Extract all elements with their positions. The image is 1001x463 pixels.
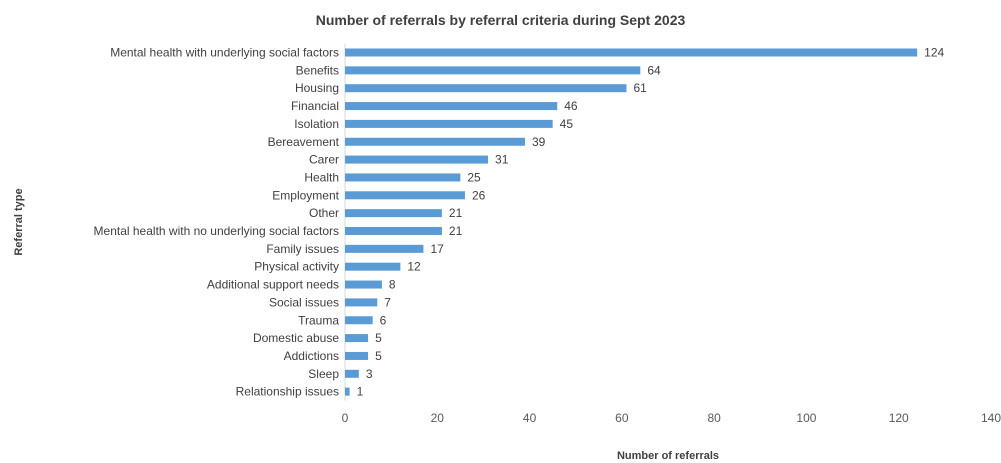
- chart-title: Number of referrals by referral criteria…: [315, 12, 686, 28]
- data-label: 25: [467, 170, 481, 184]
- category-label: Mental health with no underlying social …: [94, 224, 339, 238]
- bar: [345, 244, 424, 253]
- category-label: Physical activity: [254, 260, 339, 274]
- category-label: Financial: [291, 99, 339, 113]
- category-label: Addictions: [284, 349, 339, 363]
- bar: [345, 155, 489, 164]
- x-tick-label: 40: [523, 411, 537, 425]
- bar: [345, 48, 918, 57]
- data-label: 17: [430, 242, 444, 256]
- x-tick-label: 60: [615, 411, 629, 425]
- data-label: 45: [560, 117, 574, 131]
- bar: [345, 387, 350, 396]
- bar: [345, 173, 461, 182]
- bar: [345, 334, 369, 343]
- bar: [345, 209, 442, 218]
- category-label: Isolation: [294, 117, 339, 131]
- bar: [345, 316, 373, 325]
- bar: [345, 280, 382, 289]
- bar: [345, 137, 525, 146]
- x-tick-label: 120: [889, 411, 909, 425]
- data-label: 3: [366, 367, 373, 381]
- bar: [345, 351, 369, 360]
- category-label: Carer: [309, 153, 339, 167]
- bar: [345, 84, 627, 93]
- category-label: Domestic abuse: [253, 331, 339, 345]
- category-label: Employment: [272, 188, 339, 202]
- category-label: Sleep: [308, 367, 339, 381]
- data-label: 61: [633, 81, 647, 95]
- data-label: 46: [564, 99, 578, 113]
- bar: [345, 262, 401, 271]
- bar: [345, 298, 378, 307]
- category-label: Health: [304, 170, 339, 184]
- data-label: 1: [357, 385, 364, 399]
- data-label: 12: [407, 260, 421, 274]
- category-label: Benefits: [296, 63, 339, 77]
- category-label: Social issues: [269, 295, 339, 309]
- category-label: Mental health with underlying social fac…: [110, 46, 339, 60]
- data-label: 26: [472, 188, 486, 202]
- data-label: 6: [380, 313, 387, 327]
- data-label: 64: [647, 63, 661, 77]
- x-tick-label: 80: [707, 411, 721, 425]
- bar: [345, 191, 465, 200]
- bar: [345, 66, 641, 75]
- data-label: 7: [384, 295, 391, 309]
- data-label: 8: [389, 278, 396, 292]
- category-label: Other: [309, 206, 339, 220]
- bar: [345, 369, 359, 378]
- category-label: Trauma: [298, 313, 339, 327]
- category-label: Housing: [295, 81, 339, 95]
- data-label: 124: [924, 46, 944, 60]
- x-tick-label: 0: [342, 411, 349, 425]
- category-label: Family issues: [266, 242, 339, 256]
- category-label: Bereavement: [268, 135, 340, 149]
- x-tick-label: 140: [981, 411, 1001, 425]
- data-label: 5: [375, 331, 382, 345]
- data-label: 5: [375, 349, 382, 363]
- bar: [345, 102, 558, 111]
- data-label: 21: [449, 224, 463, 238]
- bar: [345, 227, 442, 235]
- category-label: Additional support needs: [207, 278, 339, 292]
- bar: [345, 119, 553, 128]
- category-label: Relationship issues: [236, 385, 339, 399]
- x-tick-label: 100: [796, 411, 816, 425]
- data-label: 39: [532, 135, 546, 149]
- data-label: 31: [495, 153, 509, 167]
- x-tick-label: 20: [431, 411, 445, 425]
- x-axis-label: Number of referrals: [616, 450, 720, 462]
- data-label: 21: [449, 206, 463, 220]
